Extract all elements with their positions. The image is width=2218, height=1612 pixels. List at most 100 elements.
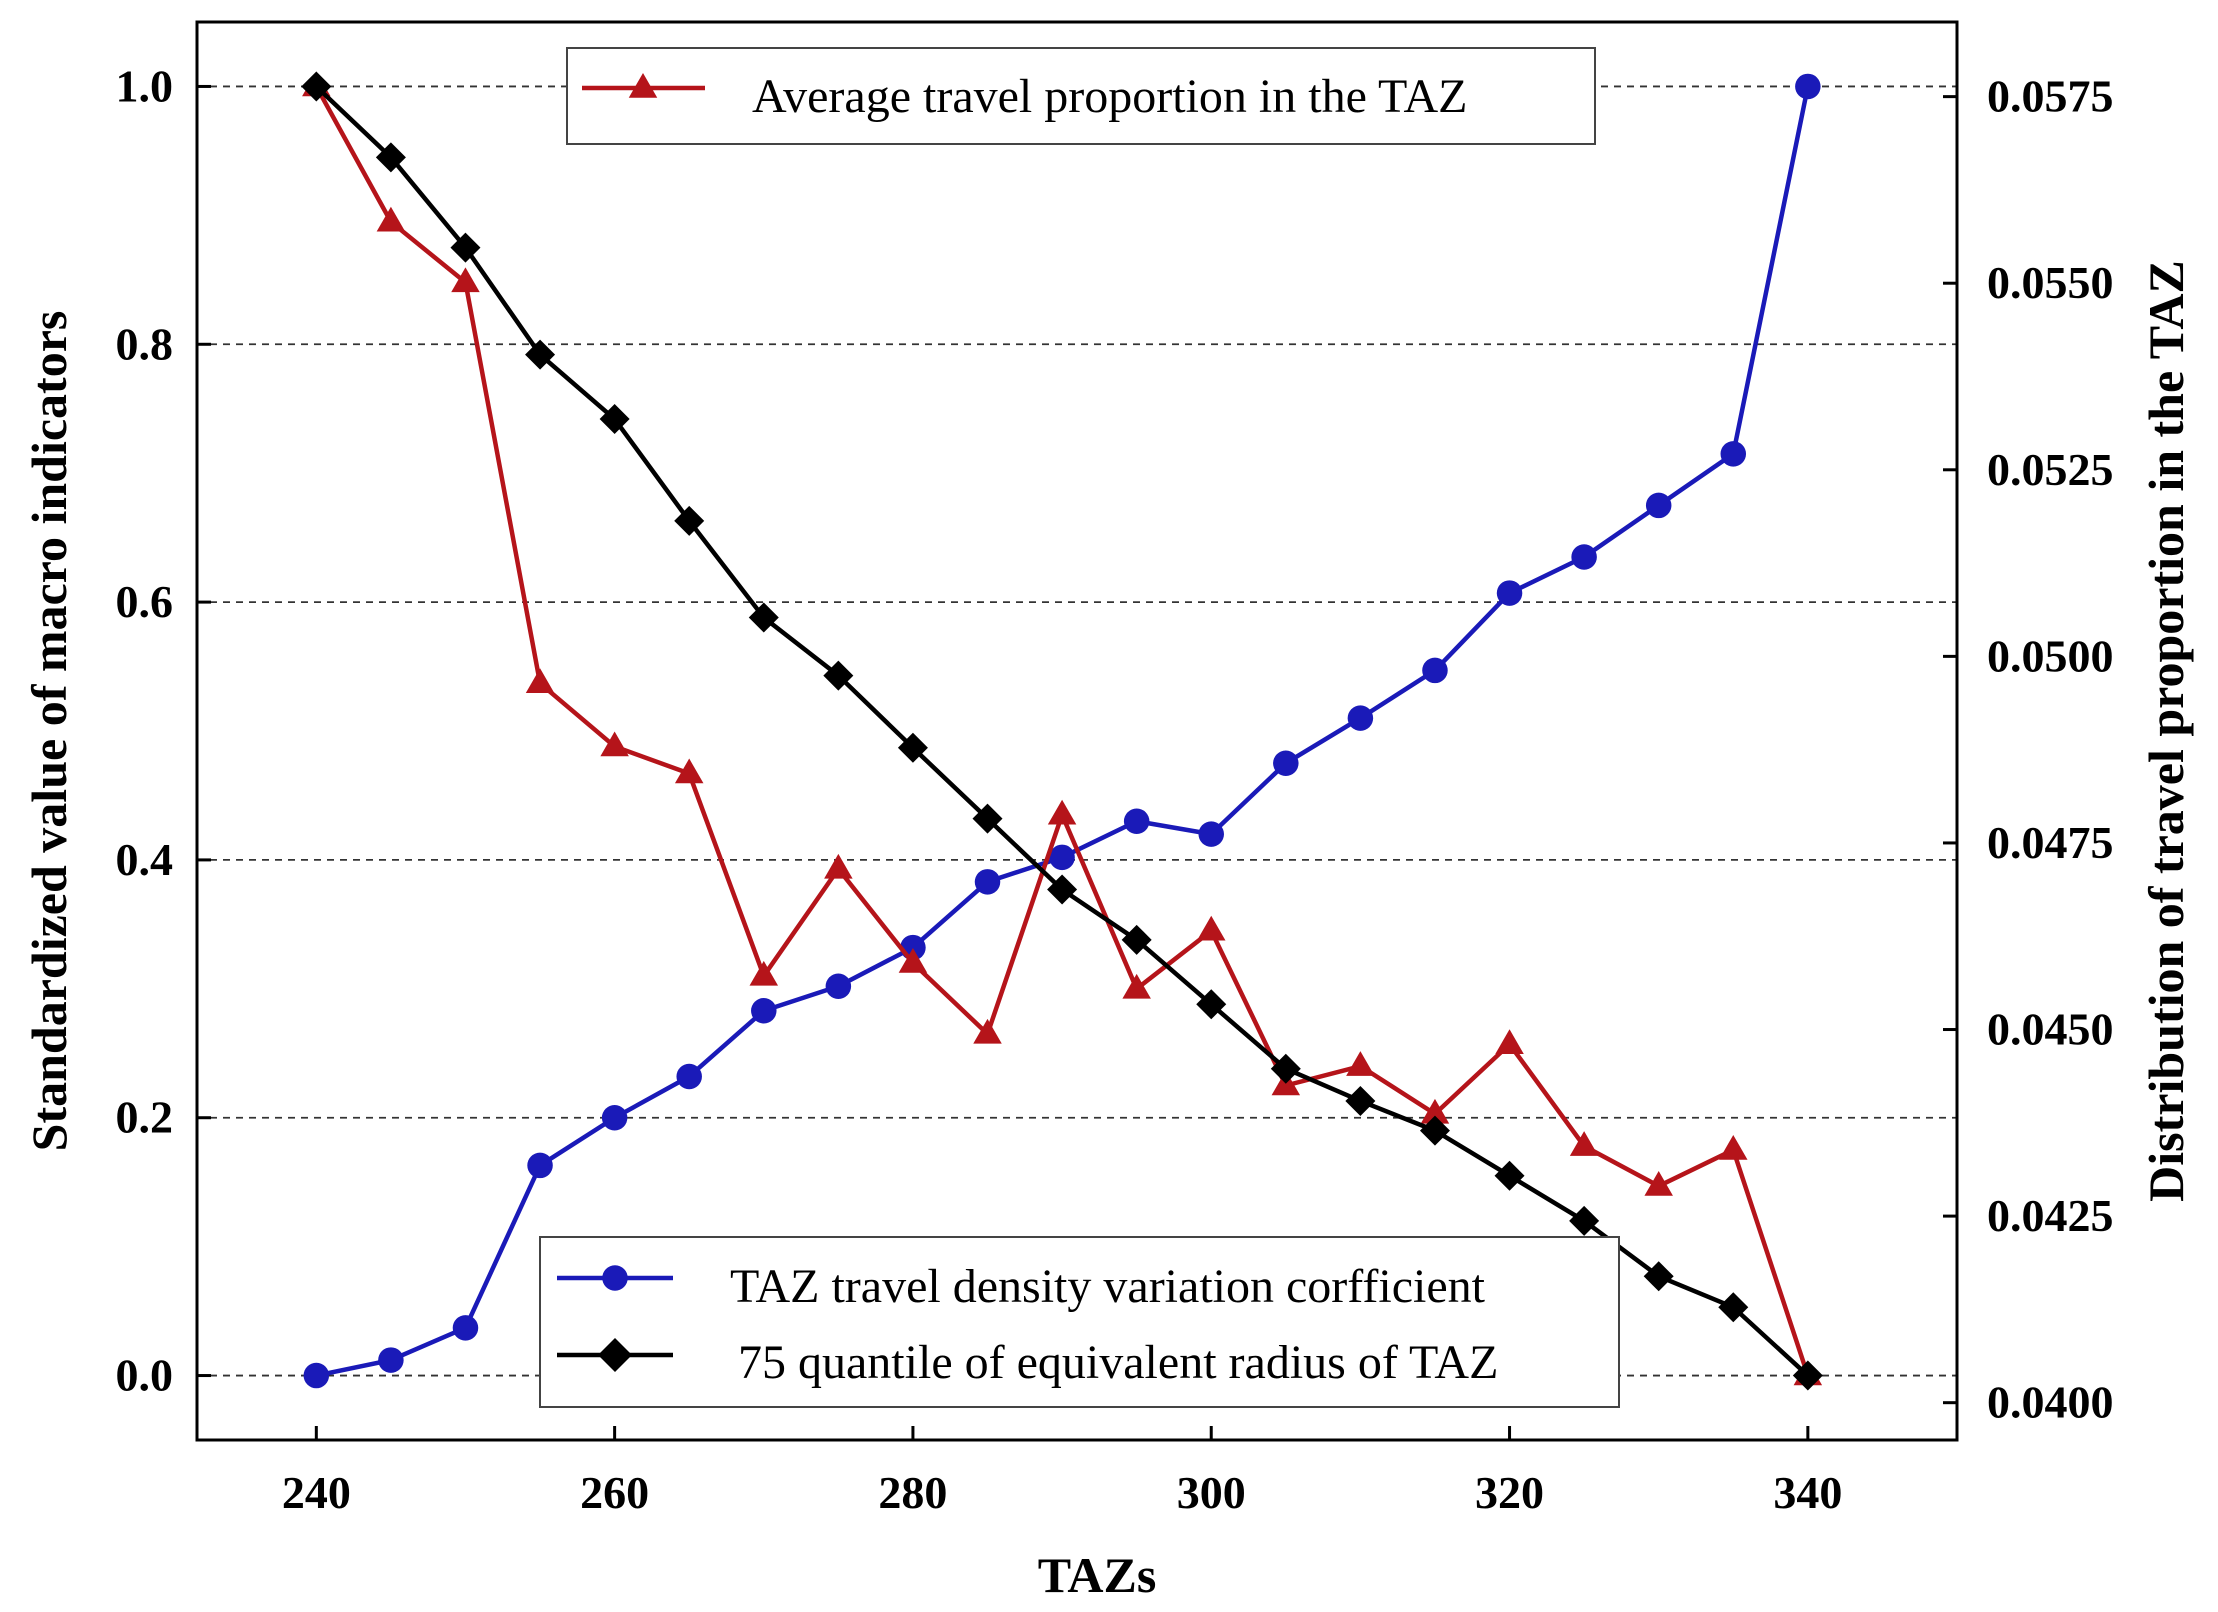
series-diamond — [301, 71, 1823, 1391]
x-tick-label: 300 — [1177, 1467, 1246, 1518]
y2-tick-label: 0.0450 — [1987, 1004, 2114, 1055]
data-point — [601, 1104, 628, 1131]
data-point — [1644, 1171, 1673, 1196]
axes: 0.0 0.2 0.4 0.6 0.8 1.0 0.0400 0.0425 0.0450 0.04… — [116, 60, 2114, 1518]
y2-tick-label: 0.0550 — [1987, 257, 2114, 308]
data-point — [751, 997, 777, 1024]
data-point — [748, 602, 779, 633]
data-point — [1420, 1098, 1450, 1124]
series-circle — [303, 73, 1821, 1389]
data-point — [1719, 1134, 1748, 1160]
data-point — [1645, 492, 1672, 519]
y2-tick-label: 0.0525 — [1987, 444, 2114, 495]
data-point — [452, 1315, 479, 1341]
legend-label: Average travel proportion in the TAZ — [752, 70, 1467, 123]
y-tick-label: 0.4 — [116, 834, 174, 885]
data-point — [898, 948, 928, 973]
legend-box — [539, 1236, 1620, 1408]
series — [301, 71, 1823, 1391]
legend-label: TAZ travel density variation corfficient — [730, 1260, 1486, 1313]
data-point — [375, 142, 406, 173]
legend-box — [566, 47, 1596, 145]
data-point — [674, 505, 705, 536]
y-tick-label: 0.6 — [116, 576, 174, 627]
legend-label: 75 quantile of equivalent radius of TAZ — [738, 1336, 1498, 1389]
data-point — [1569, 1205, 1600, 1236]
legend-marker — [602, 1265, 628, 1291]
x-tick-label: 280 — [878, 1467, 947, 1518]
y-tick-label: 0.0 — [116, 1350, 174, 1401]
data-point — [525, 668, 555, 694]
data-point — [1792, 1360, 1823, 1391]
data-point — [823, 660, 854, 691]
x-tick-label: 340 — [1773, 1467, 1842, 1518]
data-point — [1270, 1053, 1301, 1084]
y-tick-label: 1.0 — [116, 60, 174, 111]
data-point — [1196, 915, 1226, 941]
data-point — [1419, 1115, 1450, 1146]
data-point — [1795, 73, 1821, 100]
legend-top: Average travel proportion in the TAZ — [566, 47, 1596, 145]
y-tick-label: 0.2 — [116, 1092, 174, 1143]
y2-tick-label: 0.0500 — [1987, 630, 2114, 681]
data-point — [824, 853, 853, 879]
data-point — [527, 1152, 553, 1179]
data-point — [676, 1063, 702, 1090]
data-point — [376, 206, 406, 232]
plot-frame — [195, 20, 1959, 1442]
data-point — [1422, 657, 1448, 684]
data-point — [1496, 580, 1523, 606]
legend-marker — [598, 1338, 632, 1372]
data-point — [1047, 799, 1077, 825]
data-point — [301, 71, 332, 102]
data-point — [1569, 1131, 1599, 1156]
data-point — [1122, 973, 1151, 999]
series-line — [314, 85, 1810, 1377]
data-point — [1196, 989, 1227, 1020]
y2-tick-label: 0.0575 — [1987, 71, 2114, 122]
data-point — [1347, 705, 1374, 731]
data-point — [972, 803, 1003, 834]
data-point — [1346, 1051, 1375, 1076]
x-axis-title: TAZs — [1038, 1547, 1157, 1603]
legend-bottom: TAZ travel density variation corfficient… — [539, 1236, 1620, 1408]
data-point — [1123, 808, 1150, 834]
data-point — [1047, 874, 1078, 905]
data-point — [1718, 1292, 1749, 1323]
data-point — [1720, 441, 1747, 467]
data-point — [1494, 1160, 1525, 1191]
data-point — [303, 1362, 330, 1389]
data-point — [749, 960, 779, 986]
y2-tick-label: 0.0425 — [1987, 1190, 2114, 1241]
y2-axis-title: Distribution of travel proportion in the… — [2138, 260, 2194, 1202]
data-point — [451, 267, 480, 293]
data-point — [1345, 1085, 1376, 1116]
data-point — [1273, 750, 1299, 776]
data-point — [825, 973, 852, 999]
data-point — [1198, 821, 1224, 847]
data-point — [973, 1018, 1002, 1044]
data-point — [1049, 844, 1075, 871]
data-point — [674, 758, 704, 784]
x-tick-label: 240 — [282, 1467, 351, 1518]
data-point — [450, 232, 481, 263]
data-point — [525, 339, 556, 370]
series-line — [314, 84, 1810, 1378]
data-point — [378, 1347, 404, 1373]
x-tick-label: 260 — [580, 1467, 649, 1518]
y-axis-title: Standardized value of macro indicators — [21, 311, 77, 1152]
data-point — [897, 732, 928, 763]
data-point — [1571, 544, 1597, 570]
x-tick-label: 320 — [1475, 1467, 1544, 1518]
data-point — [599, 404, 630, 435]
data-point — [1643, 1261, 1674, 1292]
series-line — [315, 86, 1811, 1378]
data-point — [974, 869, 1001, 895]
data-point — [600, 731, 629, 757]
y-tick-label: 0.8 — [116, 318, 174, 369]
y2-tick-label: 0.0400 — [1987, 1377, 2114, 1428]
legend-marker — [628, 73, 658, 98]
data-point — [1121, 924, 1152, 955]
y2-tick-label: 0.0475 — [1987, 817, 2114, 868]
